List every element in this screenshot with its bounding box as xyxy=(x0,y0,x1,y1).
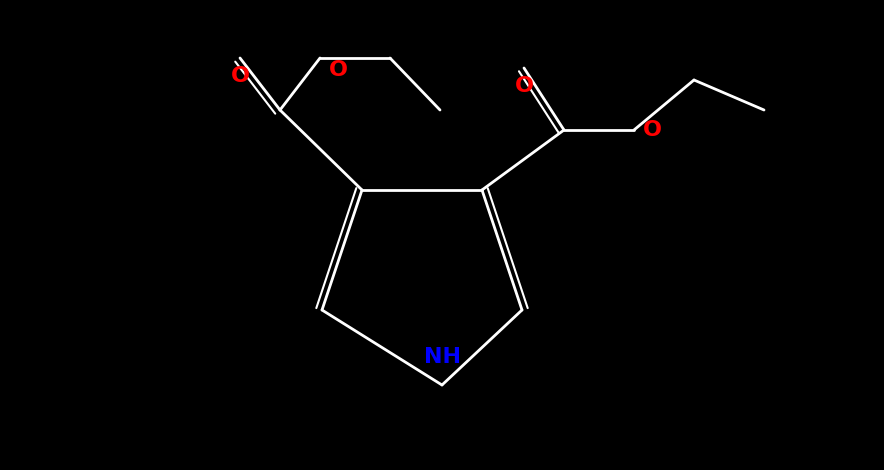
Text: O: O xyxy=(514,76,534,96)
Text: NH: NH xyxy=(423,347,461,367)
Text: O: O xyxy=(329,60,347,80)
Text: O: O xyxy=(231,66,249,86)
Text: O: O xyxy=(643,120,661,140)
